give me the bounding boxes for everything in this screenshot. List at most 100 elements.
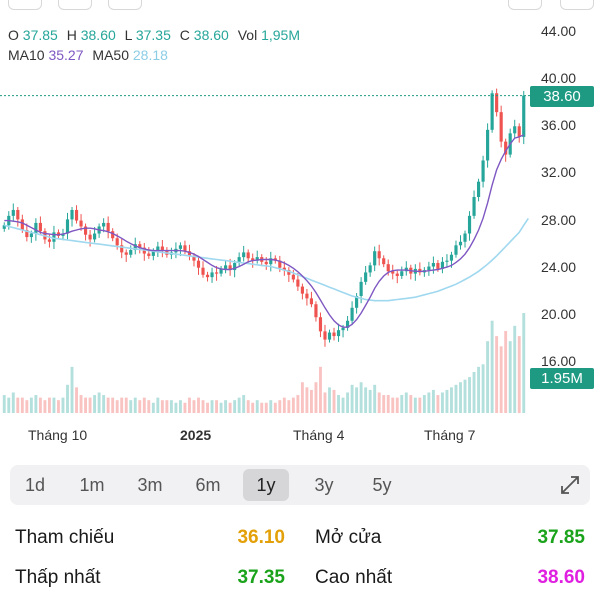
y-tick-label: 36.00 — [541, 117, 577, 134]
candle-body — [332, 332, 336, 337]
candle-body — [391, 271, 395, 274]
candle-body — [183, 245, 187, 252]
volume-bar — [346, 392, 350, 413]
volume-bar — [472, 371, 476, 413]
candle-body — [65, 219, 70, 234]
candle-body — [486, 129, 490, 161]
candle-body — [400, 271, 404, 276]
volume-bar — [2, 395, 6, 413]
volume-bar — [129, 400, 133, 413]
volume-bar — [52, 397, 56, 413]
range-tab-1y[interactable]: 1y — [243, 469, 289, 501]
candle-body — [38, 222, 42, 232]
volume-bar — [395, 397, 399, 413]
volume-bar — [341, 397, 345, 413]
candle-body — [214, 272, 219, 274]
range-tab-3m[interactable]: 3m — [137, 475, 163, 495]
volume-bar — [156, 397, 160, 413]
candle-body — [495, 93, 499, 113]
volume-bar — [43, 400, 47, 413]
volume-bar — [319, 366, 322, 413]
volume-bar — [20, 397, 24, 413]
volume-bar — [386, 395, 390, 413]
volume-bar — [255, 400, 259, 413]
volume-bar — [359, 382, 363, 413]
candle-body — [481, 160, 485, 182]
candle-body — [147, 253, 151, 256]
candle-body — [386, 264, 390, 272]
candle-body — [133, 244, 137, 251]
stats-row-1: Tham chiếu 36.10 Mở cửa 37.85 — [0, 527, 600, 563]
volume-bar — [296, 395, 300, 413]
y-tick-label: 28.00 — [541, 211, 577, 228]
volume-bar — [174, 402, 178, 413]
range-tab-5y[interactable]: 5y — [372, 475, 392, 495]
volume-bar — [418, 397, 422, 413]
volume-bar — [300, 382, 304, 413]
candle-body — [368, 265, 372, 273]
ma50-line — [4, 217, 529, 302]
volume-bar — [427, 392, 431, 413]
candle-body — [364, 272, 368, 282]
volume-bar — [178, 400, 182, 413]
candle-body — [458, 241, 463, 246]
volume-bar — [422, 395, 426, 413]
volume-bar — [138, 400, 142, 413]
volume-bar — [287, 400, 291, 413]
candle-body — [377, 251, 381, 259]
volume-bar — [215, 400, 219, 413]
volume-bar — [323, 392, 327, 413]
y-tick-label: 32.00 — [541, 164, 577, 181]
volume-bar — [160, 400, 164, 413]
volume-bar — [264, 402, 268, 413]
top-toolbar-button[interactable] — [108, 0, 142, 10]
range-tab-1m[interactable]: 1m — [79, 475, 105, 495]
open-value: 37.85 — [22, 27, 58, 43]
price-chart[interactable]: O 37.85 H 38.60 L 37.35 C 38.60 Vol 1,95… — [0, 0, 600, 455]
candle-body — [156, 246, 160, 252]
candle-body — [93, 233, 97, 240]
candle-body — [336, 330, 341, 337]
candle-body — [106, 222, 110, 232]
volume-key: Vol — [237, 27, 258, 43]
candle-body — [490, 93, 494, 130]
volume-bar — [75, 387, 78, 413]
top-toolbar-button[interactable] — [8, 0, 42, 10]
volume-bar — [25, 400, 29, 413]
candle-body — [269, 258, 273, 265]
volume-bar — [468, 377, 471, 413]
volume-bar — [282, 397, 286, 413]
expand-icon[interactable] — [558, 473, 582, 497]
top-toolbar-button[interactable] — [508, 0, 542, 10]
candle-body — [436, 263, 440, 269]
y-tick-label: 24.00 — [541, 258, 577, 275]
candle-body — [513, 126, 517, 134]
volume-bar — [481, 364, 485, 413]
volume-bar — [391, 397, 395, 413]
candle-body — [74, 209, 79, 221]
candle-body — [192, 255, 196, 261]
volume-bar — [368, 389, 372, 413]
range-tab-6m[interactable]: 6m — [195, 475, 221, 495]
open-key: O — [8, 27, 19, 43]
range-tab-1d[interactable]: 1d — [24, 475, 46, 495]
volume-bar — [251, 402, 255, 413]
low-value: 37.35 — [135, 27, 171, 43]
candle-body — [454, 245, 458, 255]
volume-bar — [38, 397, 42, 413]
y-tick-label: 44.00 — [541, 23, 577, 39]
volume-bar — [106, 397, 110, 413]
range-tab-3y[interactable]: 3y — [314, 475, 334, 495]
candle-body — [88, 234, 92, 240]
volume-bar — [102, 395, 106, 413]
volume-bar — [499, 346, 503, 413]
volume-bar — [260, 402, 264, 413]
candle-body — [210, 272, 214, 278]
candle-body — [151, 251, 155, 256]
volume-bar — [337, 395, 340, 413]
volume-bar — [486, 341, 490, 413]
candle-body — [201, 267, 205, 275]
top-toolbar-button[interactable] — [58, 0, 92, 10]
ma10-value: 35.27 — [48, 47, 84, 63]
top-toolbar-button[interactable] — [560, 0, 594, 10]
